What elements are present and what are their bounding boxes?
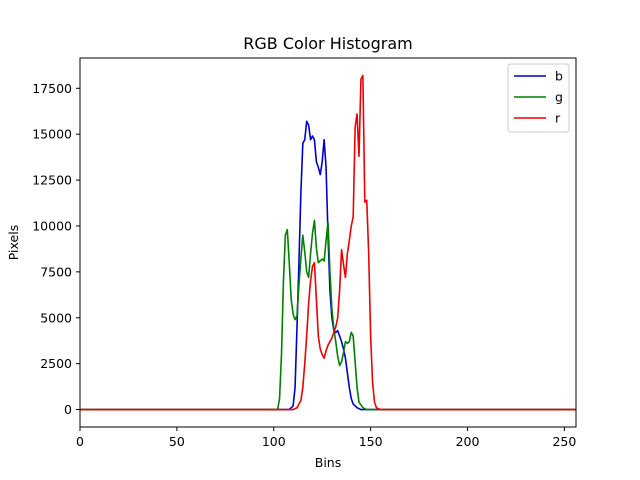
plot-frame [79,57,577,428]
x-axis-ticks: 0 50 100 150 200 250 [76,427,576,449]
x-tick-label: 0 [76,434,84,449]
y-tick-label: 0 [64,402,72,417]
legend-label-r: r [555,111,561,126]
y-tick-label: 7500 [40,264,72,279]
x-tick-label: 100 [262,434,286,449]
series-line-b [80,120,576,411]
y-tick-label: 17500 [32,81,72,96]
y-axis-label: Pixels [6,225,21,260]
y-tick-label: 12500 [32,173,72,188]
y-tick-label: 15000 [32,127,72,142]
x-tick-label: 250 [552,434,576,449]
legend: bgr [507,63,570,133]
x-tick-label: 150 [359,434,383,449]
series-line-g [80,219,576,411]
x-tick-label: 200 [456,434,480,449]
y-tick-label: 5000 [40,310,72,325]
plot-area [79,57,577,428]
legend-label-g: g [555,90,563,105]
x-tick-label: 50 [169,434,185,449]
y-tick-label: 10000 [32,218,72,233]
y-tick-label: 2500 [40,356,72,371]
legend-label-b: b [555,69,563,84]
series-line-r [80,74,576,411]
legend-frame [507,63,570,133]
series-layer [80,74,576,411]
chart-title: RGB Color Histogram [243,34,412,53]
y-axis-ticks: 0 2500 5000 7500 10000 12500 15000 17500 [32,81,80,417]
x-axis-label: Bins [315,455,341,470]
